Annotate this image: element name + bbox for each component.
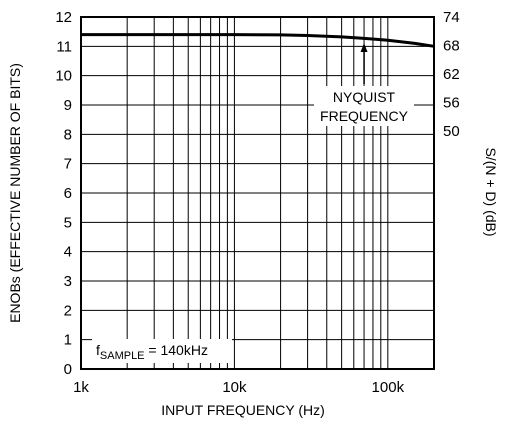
y-tick-label: 5 <box>64 214 72 231</box>
y2-tick-label: 68 <box>443 38 460 55</box>
y-tick-label: 1 <box>64 332 72 349</box>
fsample-value: = 140kHz <box>145 342 208 358</box>
y-tick-label: 3 <box>64 273 72 290</box>
x-tick-label: 100k <box>372 379 405 396</box>
x-tick-label: 10k <box>222 379 247 396</box>
x-tick-label: 1k <box>73 379 89 396</box>
y-tick-label: 2 <box>64 302 72 319</box>
y2-tick-label: 56 <box>443 95 460 112</box>
y2-tick-label: 74 <box>443 9 460 26</box>
y2-axis-title: S/(N + D) (dB) <box>483 147 499 236</box>
y-tick-label: 4 <box>64 244 72 261</box>
x-tick-labels: 1k 10k 100k <box>73 379 405 396</box>
plot-frame <box>80 16 435 370</box>
nyquist-label-line2: FREQUENCY <box>320 108 409 124</box>
nyquist-arrow <box>360 43 368 84</box>
fsample-label-bg <box>92 339 232 363</box>
fsample-label: fSAMPLE = 140kHz <box>96 342 208 362</box>
series-line <box>81 33 435 48</box>
y-tick-label: 7 <box>64 156 72 173</box>
y-tick-label: 12 <box>55 9 72 26</box>
x-axis-title: INPUT FREQUENCY (Hz) <box>161 402 325 418</box>
fsample-f: f <box>96 342 100 358</box>
y2-tick-label: 62 <box>443 66 460 83</box>
y2-tick-label: 50 <box>443 123 460 140</box>
nyquist-label-bg <box>314 86 414 126</box>
fsample-subscript: SAMPLE <box>100 350 145 362</box>
y-tick-label: 0 <box>64 361 72 378</box>
nyquist-arrow-head <box>360 43 368 52</box>
y-tick-label: 8 <box>64 126 72 143</box>
y-tick-label: 10 <box>55 68 72 85</box>
series-layer <box>81 33 435 48</box>
nyquist-label-line1: NYQUIST <box>333 89 396 105</box>
y2-tick-labels: 74 68 62 56 50 <box>443 9 460 140</box>
y-tick-label: 9 <box>64 97 72 114</box>
y-tick-label: 6 <box>64 185 72 202</box>
grid <box>81 17 434 369</box>
y-tick-label: 11 <box>56 38 72 55</box>
y-axis-title: ENOBs (EFFECTIVE NUMBER OF BITS) <box>7 63 23 323</box>
